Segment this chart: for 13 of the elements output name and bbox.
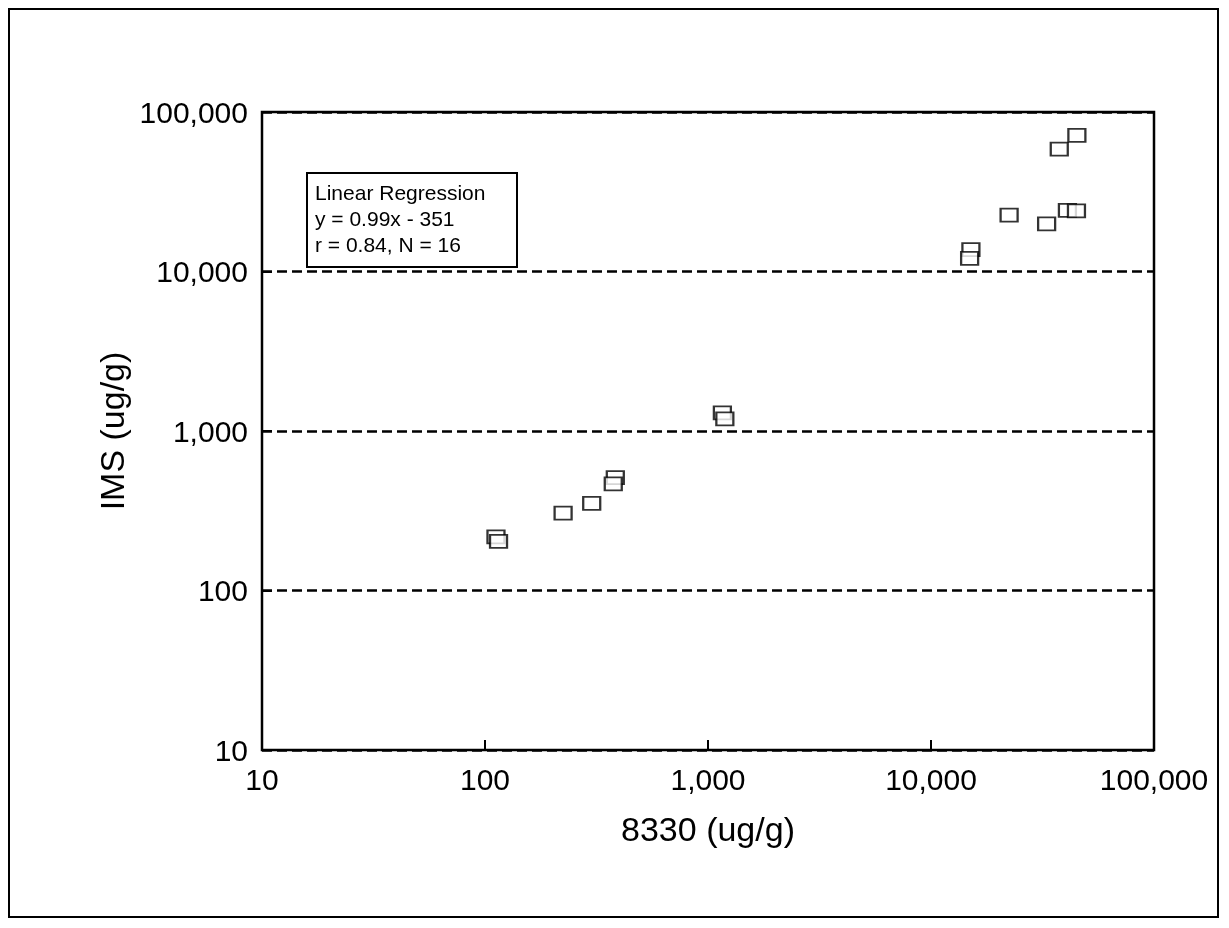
y-tick-label: 1,000 (172, 414, 248, 448)
annotation: Linear Regression y = 0.99x - 351 r = 0.84, N = 16 (315, 180, 486, 256)
y-tick-label: 100,000 (139, 95, 248, 129)
x-tick-label: 1,000 (670, 762, 746, 796)
x-tick-label: 100 (459, 762, 511, 796)
y-tick-label: 10,000 (156, 255, 248, 288)
y-tick-label: 100 (197, 574, 248, 607)
y-tick-label: 10 (214, 733, 248, 767)
x-tick-label: 10,000 (885, 762, 977, 796)
x-axis-title: 8330 (ug/g) (621, 810, 795, 848)
x-tick-label: 100,000 (1099, 762, 1209, 796)
y-axis-title: IMS (ug/g) (92, 351, 131, 511)
x-tick-label: 10 (245, 762, 279, 796)
